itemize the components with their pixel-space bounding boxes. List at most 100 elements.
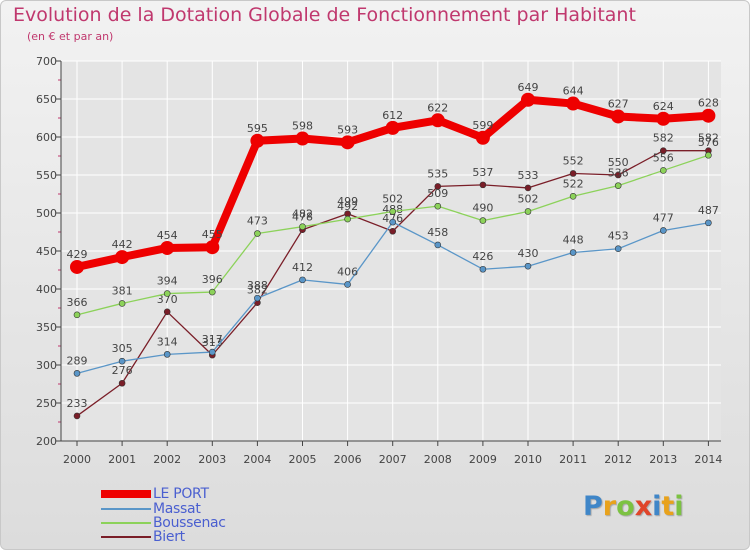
legend-item-boussenac: Boussenac [101, 515, 226, 531]
legend-label-le-port: LE PORT [153, 486, 209, 502]
data-label-boussenac: 502 [518, 192, 539, 205]
data-point-biert [163, 308, 171, 316]
data-label-biert: 478 [292, 211, 313, 224]
data-label-massat: 388 [247, 279, 268, 292]
data-point-massat [344, 281, 351, 288]
data-point-massat [389, 218, 397, 226]
data-point-massat [659, 227, 667, 234]
data-label-massat: 305 [112, 342, 133, 355]
data-label-boussenac: 482 [292, 208, 313, 221]
data-label-boussenac: 490 [472, 202, 493, 215]
data-point-biert [479, 181, 487, 189]
x-tick-label: 2007 [379, 453, 407, 466]
data-label-biert: 535 [427, 167, 448, 180]
data-point-massat [434, 241, 442, 249]
data-label-le-port: 455 [202, 228, 223, 241]
data-point-massat [479, 265, 487, 273]
data-label-boussenac: 473 [247, 215, 268, 228]
data-label-le-port: 429 [67, 248, 88, 261]
x-tick-label: 2006 [334, 453, 362, 466]
logo-letter: P [583, 491, 603, 522]
data-point-le-port [430, 113, 445, 128]
x-tick-label: 2014 [694, 453, 722, 466]
data-label-massat: 458 [427, 226, 448, 239]
data-point-boussenac [659, 167, 667, 174]
legend-label-biert: Biert [153, 529, 185, 545]
legend-swatch-boussenac [101, 522, 151, 524]
data-label-le-port: 612 [382, 109, 403, 122]
data-point-boussenac [569, 192, 577, 200]
data-point-biert [524, 184, 532, 192]
data-label-boussenac: 381 [112, 284, 133, 297]
data-point-le-port [205, 240, 220, 255]
y-tick-label: 300 [36, 359, 57, 372]
logo-letter: i [674, 491, 684, 522]
data-point-biert [434, 183, 442, 190]
data-label-massat: 477 [653, 211, 674, 224]
y-tick-label: 200 [36, 435, 57, 448]
data-label-le-port: 628 [698, 97, 719, 110]
data-label-boussenac: 394 [157, 275, 178, 288]
chart-title: Evolution de la Dotation Globale de Fonc… [13, 4, 636, 26]
data-point-le-port [295, 131, 310, 146]
data-point-boussenac [389, 208, 397, 215]
data-point-le-port [701, 108, 716, 123]
y-tick-label: 450 [36, 245, 57, 258]
data-label-biert: 582 [698, 132, 719, 145]
data-label-le-port: 622 [427, 101, 448, 114]
data-point-le-port [566, 96, 581, 111]
logo-letter: t [661, 491, 675, 522]
data-label-boussenac: 576 [698, 136, 719, 149]
data-point-le-port [475, 130, 490, 145]
x-tick-label: 2009 [469, 453, 497, 466]
data-point-massat [209, 348, 216, 356]
data-point-boussenac [118, 300, 126, 307]
data-label-massat: 448 [563, 234, 584, 247]
chart-subtitle: (en € et par an) [27, 30, 114, 43]
data-label-biert: 552 [563, 154, 584, 167]
x-tick-label: 2003 [198, 453, 226, 466]
data-label-biert: 533 [518, 169, 539, 182]
data-label-massat: 317 [202, 333, 223, 346]
data-label-le-port: 595 [247, 122, 268, 135]
data-point-massat [705, 219, 712, 227]
legend-label-boussenac: Boussenac [153, 515, 226, 531]
data-point-massat [299, 276, 306, 284]
data-label-boussenac: 366 [67, 296, 88, 309]
logo-letter: i [652, 491, 662, 522]
data-label-massat: 289 [67, 354, 88, 367]
data-label-boussenac: 509 [427, 187, 448, 200]
data-label-boussenac: 536 [608, 167, 629, 180]
legend-swatch-biert [101, 536, 151, 538]
data-label-le-port: 598 [292, 120, 313, 133]
data-point-massat [163, 351, 171, 358]
data-label-boussenac: 522 [563, 177, 584, 190]
data-point-massat [569, 249, 577, 256]
data-label-biert: 276 [112, 364, 133, 377]
y-tick-label: 250 [36, 397, 57, 410]
logo-letter: r [602, 491, 617, 522]
data-point-boussenac [209, 288, 216, 296]
data-label-massat: 430 [518, 247, 539, 260]
data-label-le-port: 593 [337, 123, 358, 136]
data-point-le-port [611, 109, 626, 124]
x-tick-label: 2012 [604, 453, 632, 466]
data-label-biert: 537 [472, 166, 493, 179]
data-point-massat [118, 357, 126, 365]
x-tick-label: 2004 [243, 453, 271, 466]
data-label-biert: 233 [67, 397, 88, 410]
data-point-le-port [385, 120, 400, 135]
data-label-biert: 550 [608, 156, 629, 169]
data-label-boussenac: 556 [653, 151, 674, 164]
data-label-le-port: 442 [112, 238, 133, 251]
y-tick-label: 400 [36, 283, 57, 296]
data-point-boussenac [344, 215, 351, 223]
logo-letter: o [616, 491, 635, 522]
data-point-boussenac [614, 182, 622, 189]
x-tick-label: 2008 [424, 453, 452, 466]
data-label-massat: 426 [472, 250, 493, 263]
data-point-le-port [340, 135, 355, 150]
x-tick-label: 2001 [108, 453, 136, 466]
